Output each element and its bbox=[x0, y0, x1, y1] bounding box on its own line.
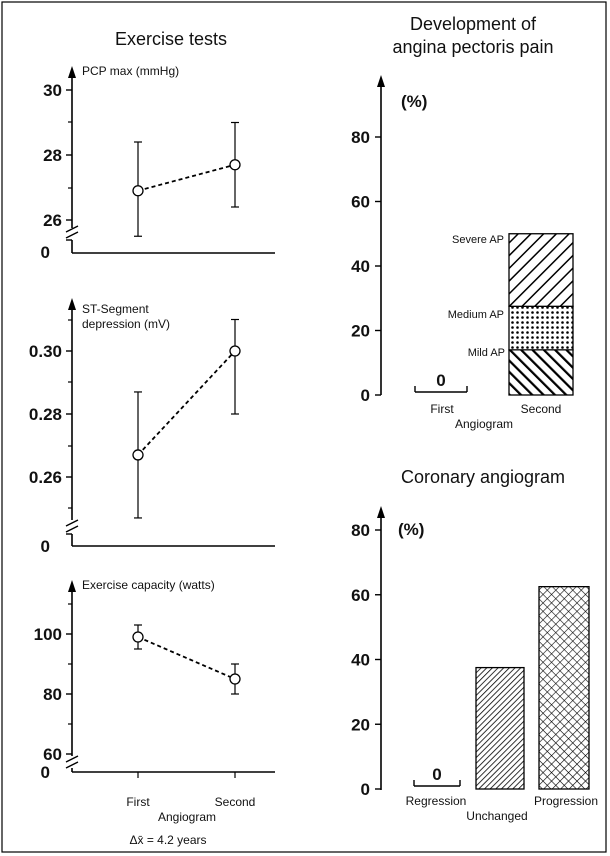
coronary-tick-label: 60 bbox=[351, 586, 370, 605]
st-y-label-line1: ST-Segment bbox=[82, 302, 149, 316]
pcp-y-arrow bbox=[68, 66, 76, 78]
coronary-ticks: 0 20 40 60 80 bbox=[351, 521, 381, 799]
angina-x-tick-label: Second bbox=[521, 402, 562, 416]
left-title: Exercise tests bbox=[115, 29, 227, 49]
coronary-bar-unchanged bbox=[475, 666, 525, 790]
angina-bar-mild-ap bbox=[508, 349, 574, 396]
pcp-tick-label: 28 bbox=[43, 146, 62, 165]
angina-tick-label: 80 bbox=[351, 128, 370, 147]
angina-x-label: Angiogram bbox=[455, 417, 513, 431]
watts-data-point bbox=[229, 673, 241, 685]
watts-axis-break bbox=[65, 755, 79, 769]
st-y-label-line2: depression (mV) bbox=[82, 317, 170, 331]
right-bottom-title: Coronary angiogram bbox=[401, 467, 565, 487]
angina-y-arrow bbox=[377, 75, 385, 87]
angina-tick-label: 20 bbox=[351, 322, 370, 341]
watts-data-marks bbox=[132, 624, 241, 695]
st-tick-label: 0.30 bbox=[29, 342, 62, 361]
watts-tick-label: 80 bbox=[43, 685, 62, 704]
right-top-title-line2: angina pectoris pain bbox=[392, 37, 553, 57]
coronary-tick-label: 20 bbox=[351, 715, 370, 734]
panel-st: 0.30 0.28 0.26 0 ST-Segment depression (… bbox=[29, 298, 275, 556]
st-data-marks bbox=[132, 318, 241, 519]
right-top-title-line1: Development of bbox=[410, 14, 537, 34]
coronary-x-tick-label: Progression bbox=[534, 794, 598, 808]
st-series-line bbox=[137, 350, 236, 456]
st-zero-label: 0 bbox=[41, 537, 50, 556]
coronary-bars bbox=[475, 586, 590, 790]
angina-x-tick-label: First bbox=[430, 402, 454, 416]
panel-coronary: (%) 0 20 40 60 80 0 Regression Unchanged Pro… bbox=[351, 506, 598, 823]
angina-bar-medium-ap bbox=[508, 305, 574, 351]
panel-pcp: 30 28 26 0 PCP max (mmHg) bbox=[41, 64, 275, 262]
watts-tick-label: 100 bbox=[34, 625, 62, 644]
pcp-zero-label: 0 bbox=[41, 243, 50, 262]
coronary-y-arrow bbox=[377, 506, 385, 518]
pcp-tick-label: 26 bbox=[43, 211, 62, 230]
pcp-tick-label: 30 bbox=[43, 81, 62, 100]
watts-x-tick-label: Second bbox=[215, 795, 256, 809]
st-axis-break bbox=[65, 519, 79, 533]
watts-y-arrow bbox=[68, 580, 76, 592]
watts-data-point bbox=[132, 631, 144, 643]
angina-tick-label: 0 bbox=[361, 386, 370, 405]
coronary-tick-label: 0 bbox=[361, 780, 370, 799]
legend-mild-ap: Mild AP bbox=[468, 347, 505, 359]
panel-angina: (%) 0 20 40 60 80 0 First Second Angiogram S… bbox=[351, 75, 574, 431]
angina-ticks: 0 20 40 60 80 bbox=[351, 128, 381, 405]
angina-bar-severe-ap bbox=[508, 233, 574, 307]
angina-tick-label: 40 bbox=[351, 257, 370, 276]
st-tick-label: 0.26 bbox=[29, 468, 62, 487]
coronary-y-label: (%) bbox=[398, 520, 424, 539]
watts-tick-label: 60 bbox=[43, 745, 62, 764]
angina-first-value: 0 bbox=[436, 371, 445, 390]
watts-series-line bbox=[137, 636, 236, 680]
pcp-series-line bbox=[137, 163, 236, 192]
coronary-tick-label: 40 bbox=[351, 651, 370, 670]
watts-x-tick-label: First bbox=[126, 795, 150, 809]
pcp-y-label: PCP max (mmHg) bbox=[82, 64, 179, 78]
coronary-x-tick-label: Unchanged bbox=[466, 809, 527, 823]
angina-y-label: (%) bbox=[401, 92, 427, 111]
pcp-data-marks bbox=[132, 121, 241, 237]
coronary-x-tick-label: Regression bbox=[406, 794, 467, 808]
pcp-axis-break bbox=[65, 225, 79, 239]
st-data-point bbox=[229, 345, 241, 357]
footer-delta: Δx̄ = 4.2 years bbox=[129, 833, 206, 847]
legend-severe-ap: Severe AP bbox=[452, 234, 504, 246]
legend-medium-ap: Medium AP bbox=[448, 309, 504, 321]
pcp-data-point bbox=[229, 159, 241, 171]
st-y-arrow bbox=[68, 298, 76, 310]
watts-x-label: Angiogram bbox=[158, 810, 216, 824]
panel-watts: 100 80 60 0 Exercise capacity (watts) Fi… bbox=[34, 578, 275, 847]
angina-bars bbox=[508, 233, 574, 396]
watts-zero-label: 0 bbox=[41, 763, 50, 782]
angina-tick-label: 60 bbox=[351, 193, 370, 212]
coronary-bar-progression bbox=[538, 586, 590, 790]
watts-y-label: Exercise capacity (watts) bbox=[82, 578, 215, 592]
st-tick-label: 0.28 bbox=[29, 405, 62, 424]
pcp-data-point bbox=[132, 185, 144, 197]
coronary-regression-value: 0 bbox=[432, 765, 441, 784]
st-data-point bbox=[132, 449, 144, 461]
coronary-tick-label: 80 bbox=[351, 521, 370, 540]
